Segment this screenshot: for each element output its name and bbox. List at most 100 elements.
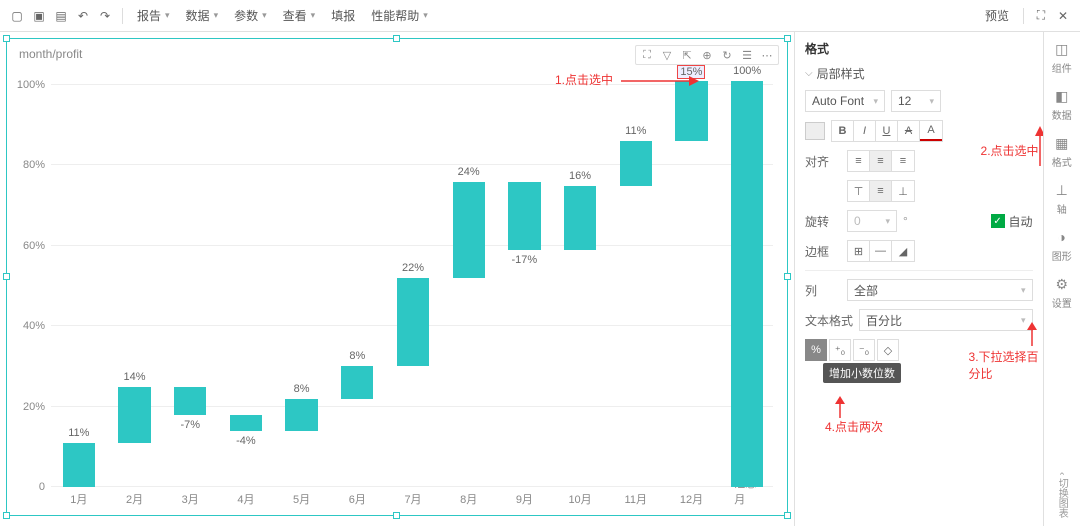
percent-button[interactable]: % <box>805 339 827 361</box>
align-right-icon[interactable]: ≡ <box>892 151 914 171</box>
chart-container[interactable]: month/profit ⛶ ▽ ⇱ ⊕ ↻ ☰ ⋯ 020%40%60%80%… <box>6 38 788 516</box>
plot-area: 020%40%60%80%100%1月11%2月14%3月-7%4月-4%5月8… <box>51 85 773 487</box>
resize-handle[interactable] <box>393 35 400 42</box>
resize-handle[interactable] <box>784 35 791 42</box>
arrow-2 <box>1033 126 1043 166</box>
bar[interactable]: 8% <box>285 399 317 431</box>
text-format-select[interactable]: 百分比 <box>859 309 1033 331</box>
bar-label[interactable]: 11% <box>625 125 646 137</box>
bar-label[interactable]: -17% <box>512 254 538 266</box>
fullscreen-icon[interactable]: ⛶ <box>1032 7 1050 25</box>
resize-handle[interactable] <box>784 512 791 519</box>
rail-item-格式[interactable]: ▦格式 <box>1052 134 1072 169</box>
refresh-icon[interactable]: ↻ <box>720 48 734 62</box>
bar-label[interactable]: 8% <box>349 350 365 362</box>
x-tick-label: 11月 <box>625 491 647 507</box>
export-icon[interactable]: ⇱ <box>680 48 694 62</box>
bgcolor-swatch[interactable] <box>805 122 825 140</box>
bar[interactable]: 8% <box>341 366 373 398</box>
expand-icon[interactable]: ⛶ <box>640 48 654 62</box>
rail-item-图形[interactable]: ◑图形 <box>1052 228 1072 263</box>
menu-fill[interactable]: 填报 <box>325 7 361 24</box>
menu-view[interactable]: 查看 <box>277 7 322 24</box>
bar-label[interactable]: 22% <box>402 262 424 274</box>
rail-label: 设置 <box>1052 295 1072 310</box>
valign-bot-icon[interactable]: ⊥ <box>892 181 914 201</box>
font-family-select[interactable]: Auto Font <box>805 90 885 112</box>
bar[interactable]: -7% <box>174 387 206 415</box>
resize-handle[interactable] <box>3 512 10 519</box>
switch-chart-button[interactable]: ‹ 切换图表 <box>1054 472 1069 518</box>
menu-param[interactable]: 参数 <box>228 7 273 24</box>
undo-icon[interactable]: ↶ <box>74 7 92 25</box>
valign-mid-icon[interactable]: ≡ <box>870 181 892 201</box>
align-center-icon[interactable]: ≡ <box>870 151 892 171</box>
bar[interactable]: -4% <box>230 415 262 431</box>
save-icon[interactable]: ▣ <box>30 7 48 25</box>
more-icon[interactable]: ⋯ <box>760 48 774 62</box>
column-select[interactable]: 全部 <box>847 279 1033 301</box>
rail-item-设置[interactable]: ⚙设置 <box>1052 275 1072 310</box>
align-left-icon[interactable]: ≡ <box>848 151 870 171</box>
italic-button[interactable]: I <box>854 121 876 141</box>
menu-perf[interactable]: 性能帮助 <box>365 7 434 24</box>
bar-label[interactable]: 11% <box>68 427 89 439</box>
strike-button[interactable]: A <box>898 121 920 141</box>
resize-handle[interactable] <box>3 273 10 280</box>
chart-title: month/profit <box>19 47 82 61</box>
bar[interactable]: 15% <box>675 81 707 141</box>
saveas-icon[interactable]: ▤ <box>52 7 70 25</box>
bold-button[interactable]: B <box>832 121 854 141</box>
bar-label[interactable]: 14% <box>124 371 146 383</box>
bar[interactable]: 100% <box>731 81 763 487</box>
auto-checkbox[interactable]: ✓ 自动 <box>991 213 1033 230</box>
format-painter-icon[interactable]: ◇ <box>877 339 899 361</box>
new-icon[interactable]: ▢ <box>8 7 26 25</box>
underline-button[interactable]: U <box>876 121 898 141</box>
close-icon[interactable]: ✕ <box>1054 7 1072 25</box>
dec-decimal-button[interactable]: ⁻₀ <box>853 339 875 361</box>
resize-handle[interactable] <box>3 35 10 42</box>
font-size-select[interactable]: 12 <box>891 90 941 112</box>
panel-title: 格式 <box>805 40 1033 57</box>
menu-report[interactable]: 报告 <box>131 7 176 24</box>
rail-item-数据[interactable]: ◧数据 <box>1052 87 1072 122</box>
bar-label[interactable]: 100% <box>733 65 761 77</box>
bar[interactable]: 14% <box>118 387 150 443</box>
arrow-4 <box>833 396 847 418</box>
filter-icon[interactable]: ▽ <box>660 48 674 62</box>
bar[interactable]: -17% <box>508 182 540 250</box>
bar[interactable]: 11% <box>620 141 652 185</box>
bar[interactable]: 16% <box>564 186 596 250</box>
rail-item-组件[interactable]: ◫组件 <box>1052 40 1072 75</box>
bar[interactable]: 22% <box>397 278 429 366</box>
rail-item-轴[interactable]: ⊥轴 <box>1053 181 1071 216</box>
inc-decimal-button[interactable]: ⁺₀ <box>829 339 851 361</box>
redo-icon[interactable]: ↷ <box>96 7 114 25</box>
border-color-icon[interactable]: ◢ <box>892 241 914 261</box>
bar-label[interactable]: 24% <box>458 166 480 178</box>
rotate-input[interactable]: 0 <box>847 210 897 232</box>
zoom-icon[interactable]: ⊕ <box>700 48 714 62</box>
column-label: 列 <box>805 282 841 299</box>
menu-data[interactable]: 数据 <box>180 7 225 24</box>
rail-icon: ◑ <box>1053 228 1071 246</box>
resize-handle[interactable] <box>784 273 791 280</box>
bar-label[interactable]: 8% <box>294 383 310 395</box>
x-tick-label: 7月 <box>404 491 421 507</box>
tooltip: 增加小数位数 <box>823 363 901 383</box>
bar-label[interactable]: 16% <box>569 170 591 182</box>
list-icon[interactable]: ☰ <box>740 48 754 62</box>
fontcolor-button[interactable]: A <box>920 121 942 141</box>
y-tick-label: 80% <box>15 159 45 171</box>
resize-handle[interactable] <box>393 512 400 519</box>
border-style-icon[interactable]: ⊞ <box>848 241 870 261</box>
valign-top-icon[interactable]: ⊤ <box>848 181 870 201</box>
preview-button[interactable]: 预览 <box>979 7 1015 24</box>
bar[interactable]: 11% <box>63 443 95 487</box>
section-local-style[interactable]: 局部样式 <box>805 65 1033 82</box>
bar-label[interactable]: -4% <box>236 435 256 447</box>
border-line-icon[interactable]: — <box>870 241 892 261</box>
bar-label[interactable]: -7% <box>180 419 200 431</box>
bar[interactable]: 24% <box>453 182 485 278</box>
